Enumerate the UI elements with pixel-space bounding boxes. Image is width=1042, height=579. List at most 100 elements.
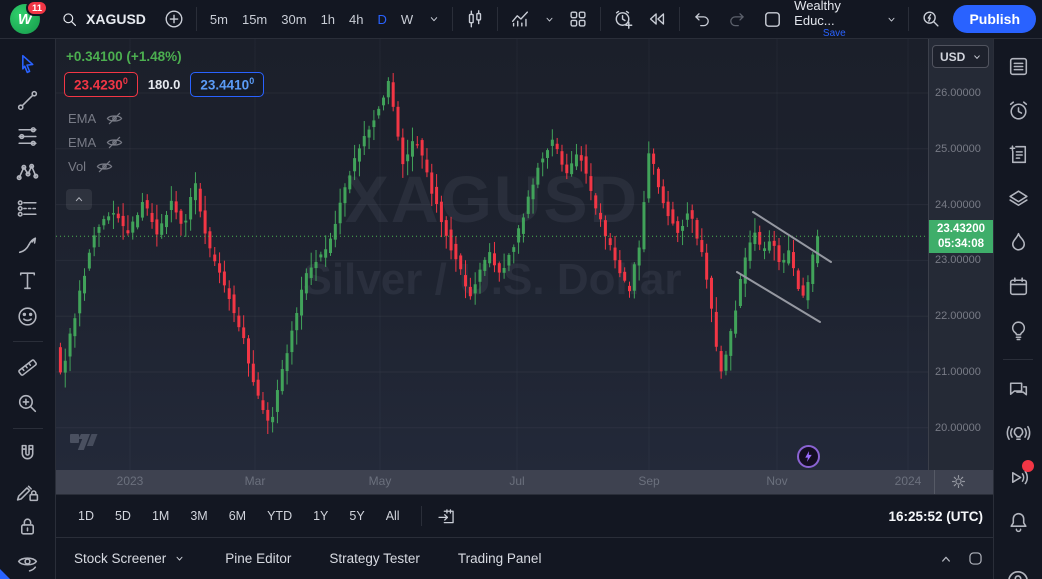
tool-hide-drawings[interactable] [9,544,47,579]
ruler-icon [18,358,37,376]
tab-stock-screener[interactable]: Stock Screener [74,551,187,566]
tool-trend-line[interactable] [9,82,47,118]
panel-live-ideas[interactable] [999,411,1037,455]
tab-pine-editor[interactable]: Pine Editor [225,551,291,566]
range-ytd[interactable]: YTD [267,509,293,523]
panel-streams[interactable] [999,455,1037,499]
maximize-icon[interactable] [966,549,985,568]
tool-lock-all[interactable] [9,508,47,544]
layout-menu-button[interactable] [880,4,902,34]
chart-style-button[interactable] [459,4,491,34]
eye-slash-icon[interactable] [105,109,124,128]
price-tick: 24.00000 [935,198,981,211]
app-logo[interactable]: W 11 [8,0,48,36]
tradingview-logo[interactable] [70,433,98,454]
interval-15m[interactable]: 15m [241,11,268,27]
range-6m[interactable]: 6M [228,509,247,523]
interval-W[interactable]: W [400,11,414,27]
panel-object-tree[interactable] [999,176,1037,220]
range-5y[interactable]: 5Y [349,509,365,523]
panel-idea-bulb[interactable] [999,308,1037,352]
tool-brush[interactable] [9,226,47,262]
compare-add-symbol-button[interactable] [158,4,190,34]
indicator-row-ema[interactable]: EMA [64,107,128,131]
publish-button[interactable]: Publish [953,5,1036,33]
interval-5m[interactable]: 5m [209,11,228,27]
collapse-legend-button[interactable] [66,188,92,210]
range-all[interactable]: All [385,509,400,523]
tool-magnet[interactable] [9,436,47,472]
select-layout-button[interactable] [756,4,788,34]
price-scale[interactable]: USD 26.00000 25.00000 24.00000 23.00000 22.0… [928,39,993,470]
tool-zoom-in[interactable] [9,385,47,421]
chart-pane[interactable]: XAGUSD Silver / U.S. Dollar +0.34100 (+1… [56,39,993,470]
fib-retracement-icon [18,126,37,146]
buy-button[interactable]: 23.44100 [190,72,265,97]
panel-notes[interactable] [999,132,1037,176]
panel-maximize-icon[interactable] [966,549,985,568]
interval-D[interactable]: D [377,11,387,27]
tool-xabcd-pattern[interactable] [9,154,47,190]
bar-replay-button[interactable] [641,4,673,34]
range-5d[interactable]: 5D [114,509,131,523]
tool-drawing-lock[interactable] [9,472,47,508]
quick-search-button[interactable] [915,4,947,34]
tool-text-tool[interactable] [9,262,47,298]
hide-drawings-icon [17,556,38,572]
tool-fib-retracement[interactable] [9,118,47,154]
go-to-date-button[interactable] [436,506,457,527]
interval-4h[interactable]: 4h [349,11,364,27]
utc-clock[interactable]: 16:25:52 (UTC) [888,508,983,524]
interval-1h[interactable]: 1h [320,11,336,27]
long-position-icon [17,199,37,217]
indicator-row-vol[interactable]: Vol [64,155,118,179]
intervals-menu-button[interactable] [422,4,446,34]
range-3m[interactable]: 3M [190,509,208,523]
boost-lightning-icon[interactable] [797,445,820,468]
eye-slash-icon[interactable] [95,157,114,176]
panel-collapse-chevron-icon[interactable] [936,549,956,569]
range-1d[interactable]: 1D [78,509,94,523]
tool-long-position[interactable] [9,190,47,226]
chevron-up-icon[interactable] [936,549,956,569]
tab-strategy-tester[interactable]: Strategy Tester [329,551,420,566]
layout-grid-button[interactable] [562,4,594,34]
range-1y[interactable]: 1Y [313,509,329,523]
time-scale[interactable]: 2023 Mar May Jul Sep Nov 2024 [56,470,993,494]
goto-date-icon[interactable] [436,506,457,527]
panel-watchlist[interactable] [999,44,1037,88]
top-toolbar: W 11 XAGUSD 5m 15m 30m 1h 4h D W Wealthy Educ... Sa… [0,0,1042,39]
idea-bulb-icon [1011,320,1025,340]
panel-chat[interactable] [999,367,1037,411]
search-icon [63,12,77,26]
indicators-button[interactable] [504,4,536,34]
chevron-up-icon [75,197,83,202]
sell-button[interactable]: 23.42300 [64,72,138,97]
tool-emoji[interactable] [9,298,47,334]
bottom-panel: Stock Screener Pine Editor Strategy Tester… [56,537,993,579]
undo-button[interactable] [686,4,718,34]
currency-select[interactable]: USD [932,45,989,68]
tool-ruler[interactable] [9,349,47,385]
indicator-row-ema[interactable]: EMA [64,131,128,155]
symbol-search-button[interactable]: XAGUSD [50,4,156,34]
save-label[interactable]: Save [822,27,846,39]
help-button[interactable] [1005,568,1031,579]
panel-hotlist[interactable] [999,220,1037,264]
tab-trading-panel[interactable]: Trading Panel [458,551,542,566]
redo-button[interactable] [720,4,752,34]
create-alert-button[interactable] [607,4,639,34]
layout-name-button[interactable]: Wealthy Educ... Save [790,0,878,39]
interval-30m[interactable]: 30m [281,11,307,27]
calendar-icon [1009,276,1027,295]
tool-cursor[interactable] [9,46,47,82]
eye-slash-icon[interactable] [105,133,124,152]
panel-calendar[interactable] [999,264,1037,308]
tab-label: Pine Editor [225,551,292,566]
panel-alarm[interactable] [999,88,1037,132]
range-1m[interactable]: 1M [151,509,170,523]
scale-settings-gear-icon[interactable] [949,472,968,491]
candlestick-chart[interactable] [56,39,928,470]
panel-bell[interactable] [999,499,1037,543]
indicators-menu-button[interactable] [538,4,560,34]
